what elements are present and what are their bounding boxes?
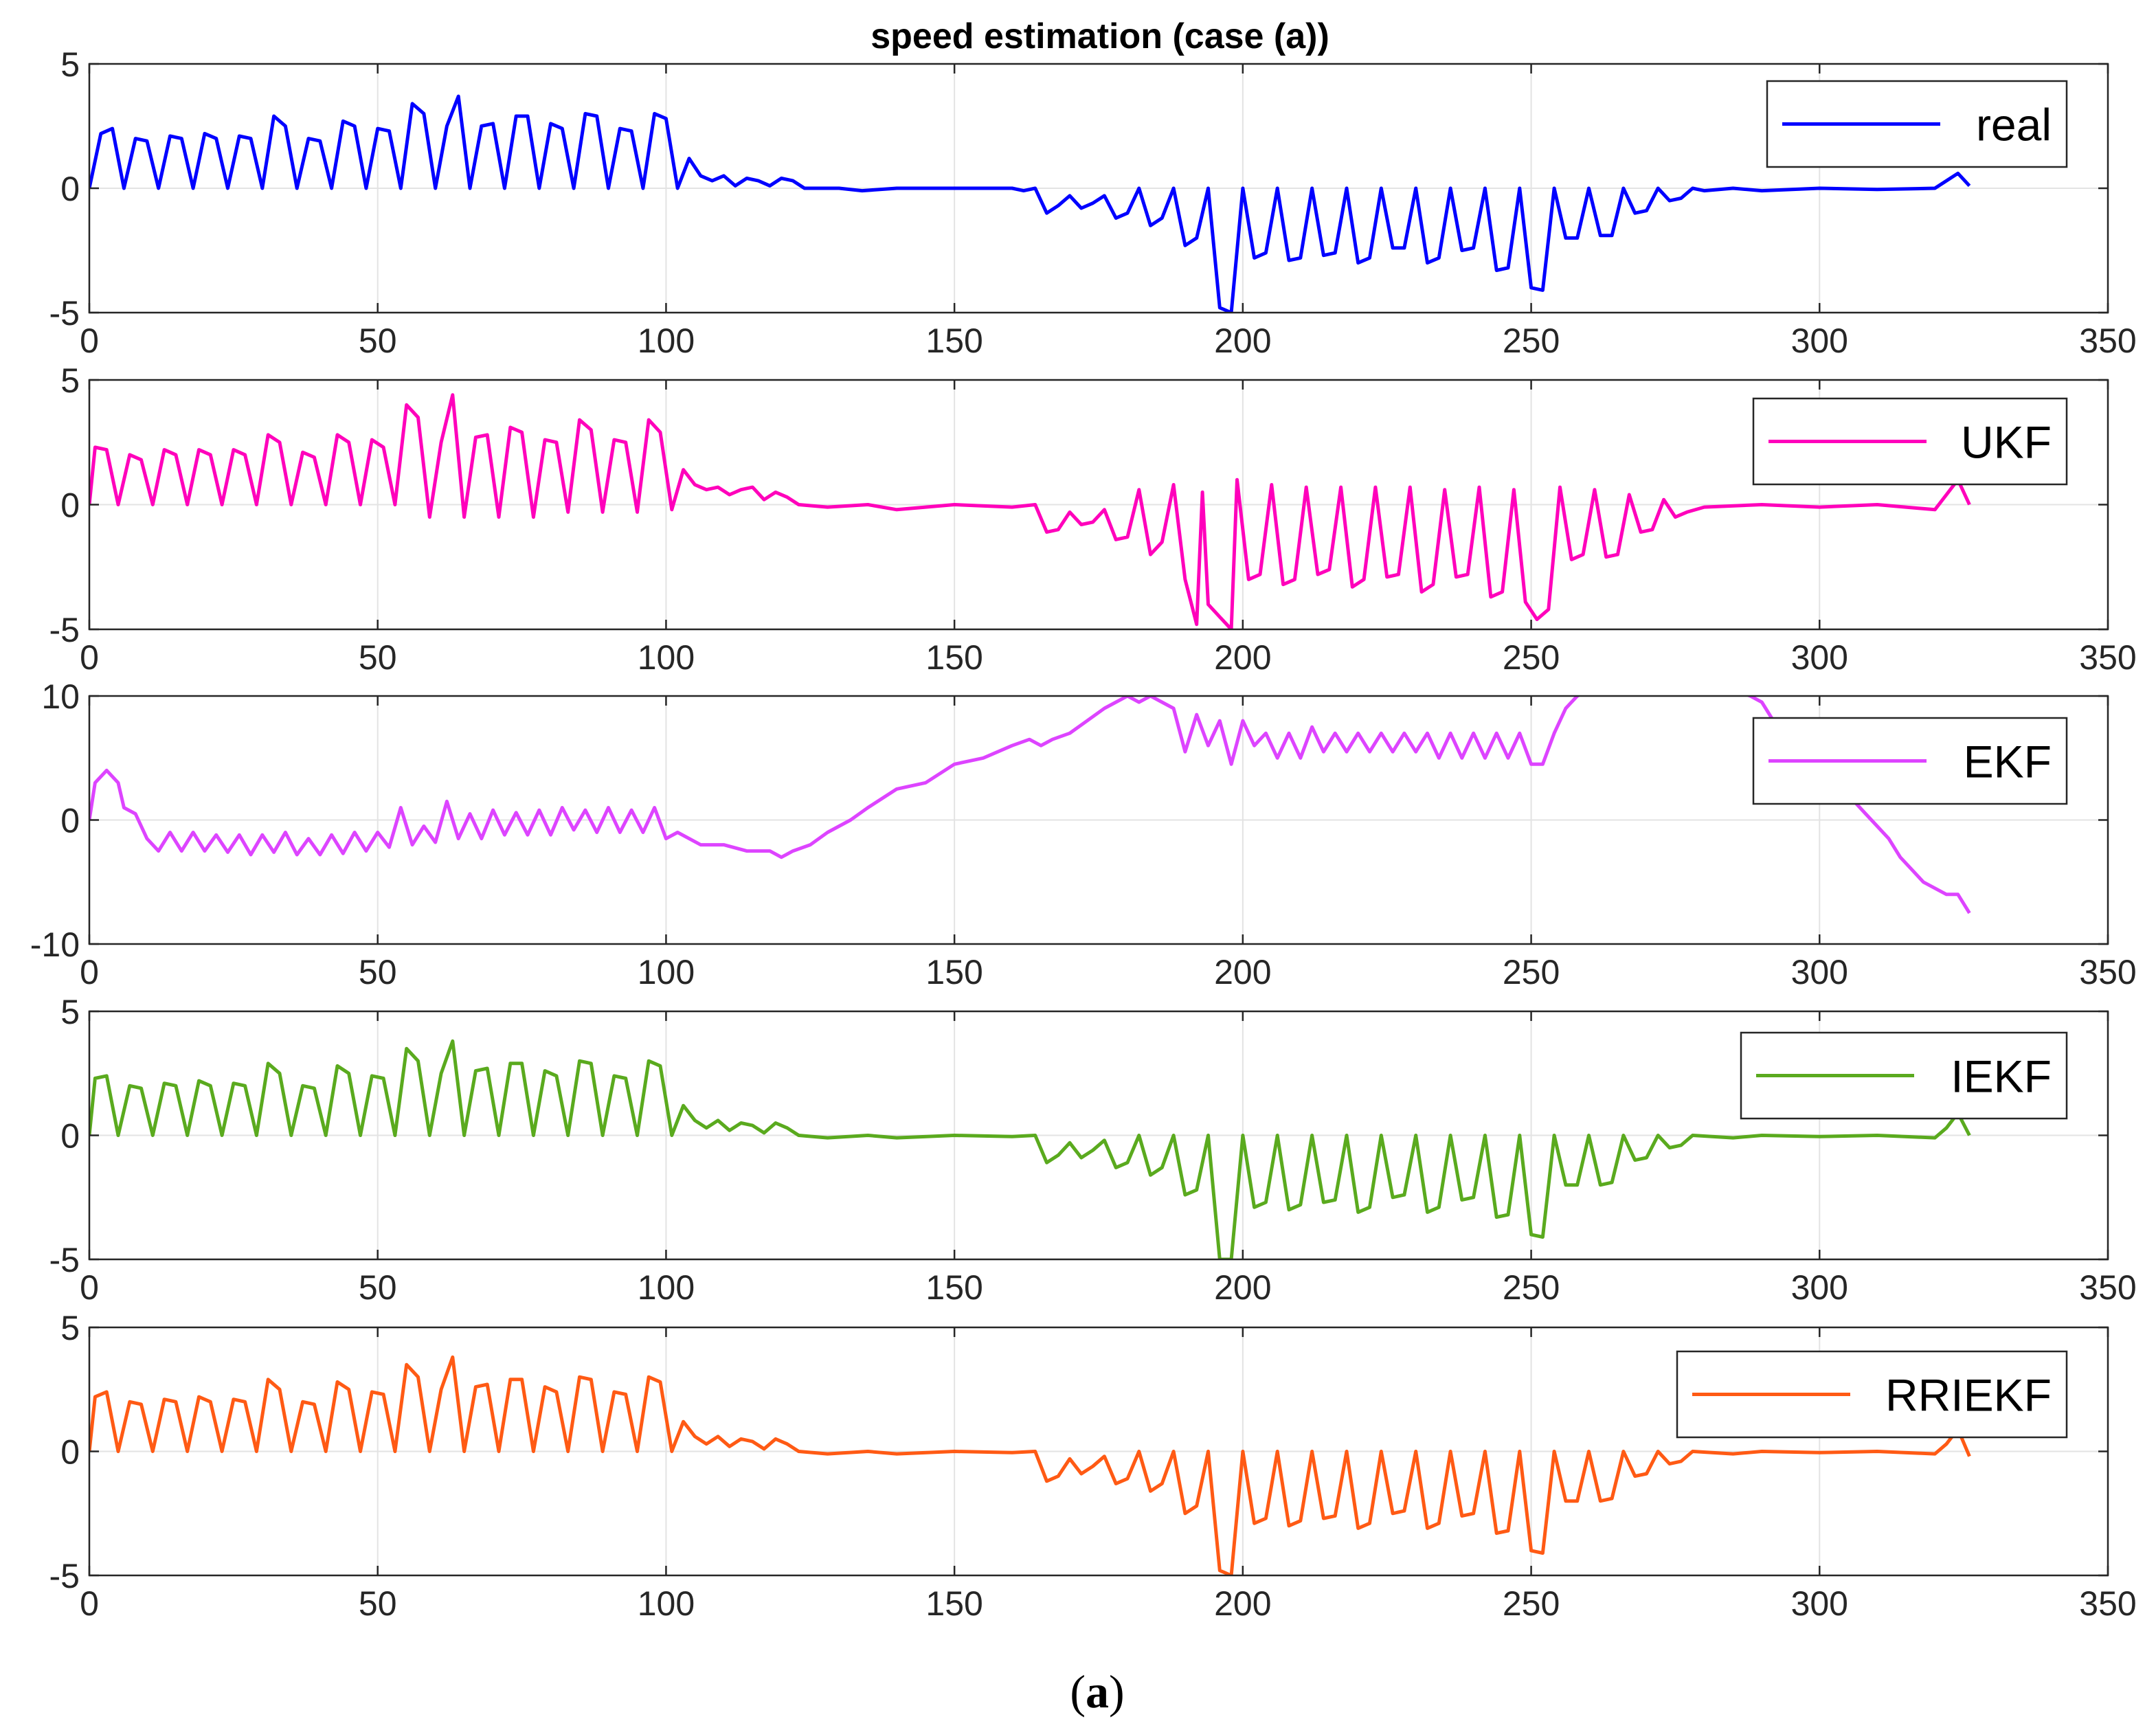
x-tick-label: 0 [80,953,99,991]
x-tick-label: 250 [1503,1268,1560,1307]
figure-title: speed estimation (case (a)) [871,16,1329,56]
x-tick-label: 100 [638,1268,695,1307]
x-tick-label: 150 [925,1584,982,1623]
x-tick-label: 300 [1791,322,1848,360]
y-tick-label: -5 [49,611,80,649]
series-line-rriekf [89,1355,1971,1575]
y-tick-label: 0 [60,1117,80,1156]
x-tick-label: 300 [1791,953,1848,991]
y-tick-label: 10 [41,677,80,716]
figure-caption: (a) [1070,1665,1124,1718]
x-tick-label: 350 [2079,322,2136,360]
y-tick-label: 0 [60,486,80,525]
x-tick-label: 350 [2079,638,2136,677]
series-line-ekf [89,696,1971,914]
y-tick-label: 5 [60,993,80,1031]
x-tick-label: 300 [1791,638,1848,677]
legend-label: real [1976,100,2052,150]
series-line-real [89,94,1971,313]
x-tick-label: 50 [359,638,397,677]
legend: real [1766,80,2068,168]
y-tick-label: 5 [60,1309,80,1347]
x-tick-label: 350 [2079,953,2136,991]
x-tick-label: 0 [80,1268,99,1307]
x-tick-label: 100 [638,322,695,360]
x-tick-label: 50 [359,1584,397,1623]
y-tick-label: 0 [60,170,80,208]
x-tick-label: 50 [359,1268,397,1307]
y-tick-label: -5 [49,1241,80,1279]
caption-close-paren: ) [1109,1665,1125,1718]
x-tick-label: 300 [1791,1268,1848,1307]
x-tick-label: 150 [925,638,982,677]
legend-label: IEKF [1951,1051,2052,1102]
x-tick-label: 300 [1791,1584,1848,1623]
x-tick-label: 150 [925,322,982,360]
x-tick-label: 200 [1214,953,1271,991]
x-tick-label: 0 [80,1584,99,1623]
x-tick-label: 0 [80,638,99,677]
x-tick-label: 200 [1214,322,1271,360]
legend: EKF [1752,717,2068,805]
x-tick-label: 200 [1214,638,1271,677]
x-tick-label: 350 [2079,1584,2136,1623]
y-tick-label: 5 [60,361,80,400]
y-tick-label: 0 [60,802,80,840]
x-tick-label: 100 [638,1584,695,1623]
y-tick-label: -5 [49,1557,80,1595]
y-tick-label: -5 [49,294,80,333]
x-tick-label: 50 [359,953,397,991]
x-tick-label: 0 [80,322,99,360]
y-tick-label: -10 [30,925,80,964]
x-tick-label: 250 [1503,953,1560,991]
x-tick-label: 250 [1503,1584,1560,1623]
x-tick-label: 50 [359,322,397,360]
legend-label: RRIEKF [1885,1370,2052,1421]
x-tick-label: 200 [1214,1268,1271,1307]
legend: RRIEKF [1676,1350,2068,1439]
caption-open-paren: ( [1070,1665,1086,1718]
y-tick-label: 5 [60,45,80,84]
x-tick-label: 200 [1214,1584,1271,1623]
x-tick-label: 150 [925,953,982,991]
x-tick-label: 100 [638,953,695,991]
x-tick-label: 150 [925,1268,982,1307]
legend: UKF [1752,397,2068,486]
series-line-ukf [89,393,1971,629]
caption-letter: a [1086,1665,1109,1718]
x-tick-label: 350 [2079,1268,2136,1307]
legend: IEKF [1740,1031,2068,1120]
x-tick-label: 100 [638,638,695,677]
legend-label: UKF [1961,417,2052,468]
series-line-iekf [89,1039,1971,1259]
y-tick-label: 0 [60,1433,80,1472]
x-tick-label: 250 [1503,322,1560,360]
x-tick-label: 250 [1503,638,1560,677]
legend-label: EKF [1964,737,2052,787]
